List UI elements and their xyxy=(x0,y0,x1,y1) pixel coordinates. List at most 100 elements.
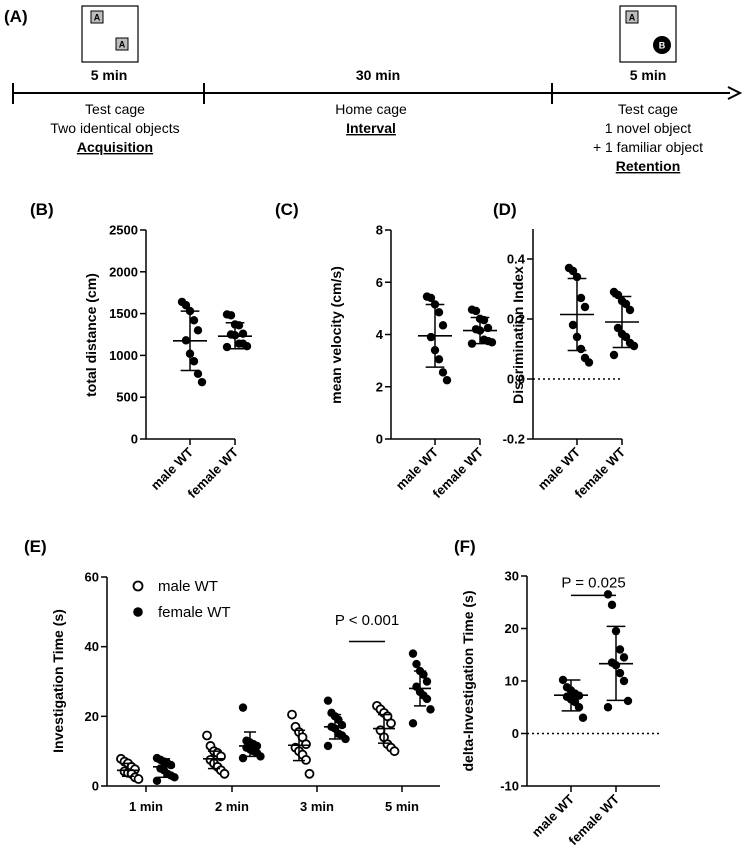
data-point xyxy=(471,306,481,316)
x-tick-label: 3 min xyxy=(300,799,334,814)
stage-line: Test cage xyxy=(618,101,678,117)
y-tick-label: 30 xyxy=(505,569,519,584)
data-point xyxy=(615,668,625,678)
arena-retention: A B xyxy=(619,5,677,63)
object-a-letter: A xyxy=(94,13,101,23)
data-point xyxy=(434,355,444,364)
stage-duration: 5 min xyxy=(91,67,128,83)
data-point xyxy=(603,590,613,599)
stage-duration: 5 min xyxy=(630,67,667,83)
object-a-letter: A xyxy=(629,13,636,23)
data-point xyxy=(238,753,248,763)
data-point xyxy=(189,316,199,325)
y-tick-label: 20 xyxy=(85,709,99,724)
panel-label: (F) xyxy=(454,537,476,556)
data-point xyxy=(623,696,633,706)
stage-phase: Interval xyxy=(346,120,396,136)
stage-line: 1 novel object xyxy=(605,120,692,136)
data-point xyxy=(442,376,452,385)
data-point xyxy=(419,670,428,679)
data-point xyxy=(238,703,248,712)
object-a-letter: A xyxy=(119,40,126,50)
object-b-letter: B xyxy=(659,41,666,51)
y-tick-label: 0 xyxy=(512,726,519,741)
object-b-icon xyxy=(653,36,671,54)
data-point xyxy=(193,369,203,378)
data-point xyxy=(568,266,578,276)
stage-line: Home cage xyxy=(335,101,407,117)
y-axis-label: total distance (cm) xyxy=(83,273,99,397)
y-tick-label: 8 xyxy=(376,223,383,238)
data-point xyxy=(323,741,333,751)
data-point xyxy=(584,358,594,367)
y-tick-label: 10 xyxy=(505,674,519,689)
object-a-icon xyxy=(625,10,639,24)
data-point xyxy=(408,649,418,658)
data-point xyxy=(621,299,631,309)
stage-duration: 30 min xyxy=(356,67,400,83)
data-point xyxy=(607,600,617,610)
data-point xyxy=(621,332,631,342)
data-point xyxy=(222,342,232,352)
x-tick-label: 5 min xyxy=(385,799,419,814)
timeline-panel: (A) A A A B 5 min 30 min 5 min Test cage… xyxy=(4,5,743,174)
stage-line: Two identical objects xyxy=(50,120,179,136)
data-point xyxy=(487,338,497,347)
x-tick-label: 1 min xyxy=(129,799,163,814)
y-axis-label: Discrimination Index xyxy=(510,266,526,404)
data-point xyxy=(341,734,350,744)
y-tick-label: 2 xyxy=(376,379,383,394)
data-point xyxy=(193,326,203,335)
data-point xyxy=(426,332,436,342)
data-point xyxy=(304,768,315,779)
data-point xyxy=(434,308,444,317)
y-tick-label: 60 xyxy=(85,570,99,585)
y-axis-label: Investigation Time (s) xyxy=(50,609,66,753)
chart-panel-f: (F) -10 0 10 20 30 delta-Investigation Time (s… xyxy=(454,537,660,848)
significance-label: P = 0.025 xyxy=(561,574,625,591)
panel-label: (B) xyxy=(30,200,54,219)
data-point xyxy=(389,746,400,757)
y-tick-label: 2000 xyxy=(109,264,138,279)
y-tick-label: 0.2 xyxy=(507,312,525,327)
significance-label: P < 0.001 xyxy=(335,612,399,629)
x-tick-label: 2 min xyxy=(215,799,249,814)
y-tick-label: 0 xyxy=(92,779,99,794)
data-point xyxy=(170,773,179,782)
data-point xyxy=(438,368,448,377)
chart-panel-e: (E) 0 20 40 60 Investigation Time (s) 1 min 2 m… xyxy=(24,537,440,814)
y-tick-label: -10 xyxy=(500,779,519,794)
data-point xyxy=(412,659,421,669)
data-point xyxy=(568,320,578,330)
data-point xyxy=(574,703,584,712)
data-point xyxy=(323,696,333,705)
y-tick-label: 0 xyxy=(131,432,138,447)
y-tick-label: 4 xyxy=(376,327,384,342)
y-tick-label: 1500 xyxy=(109,306,138,321)
y-tick-label: 0 xyxy=(376,432,383,447)
data-point xyxy=(152,776,162,785)
data-point xyxy=(166,760,176,770)
y-axis-label: mean velocity (cm/s) xyxy=(328,266,344,404)
y-tick-label: 2500 xyxy=(109,223,138,238)
data-point xyxy=(613,323,623,333)
data-point xyxy=(578,713,588,722)
y-tick-label: 0.0 xyxy=(507,372,525,387)
data-point xyxy=(226,311,236,320)
y-tick-label: 40 xyxy=(85,639,99,654)
data-point xyxy=(619,676,629,686)
data-point xyxy=(426,705,435,714)
data-point xyxy=(189,357,199,366)
data-point xyxy=(580,302,590,312)
data-point xyxy=(576,344,586,354)
data-point xyxy=(426,293,436,303)
data-point xyxy=(301,739,311,750)
panel-label: (C) xyxy=(275,200,299,219)
y-tick-label: 0.4 xyxy=(507,252,526,267)
data-point xyxy=(619,653,629,662)
object-a-icon xyxy=(115,37,129,51)
timeline-arrowhead-icon xyxy=(727,86,743,100)
stage-phase: Acquisition xyxy=(77,139,153,155)
data-point xyxy=(386,718,396,729)
